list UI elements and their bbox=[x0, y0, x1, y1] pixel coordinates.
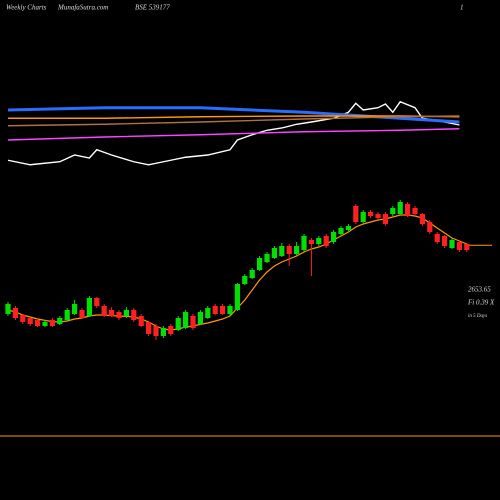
candle-body bbox=[345, 226, 351, 230]
candle-body bbox=[323, 236, 329, 246]
candle-body bbox=[279, 246, 285, 256]
candle-body bbox=[57, 318, 63, 324]
candle-body bbox=[190, 316, 196, 328]
candle-body bbox=[146, 322, 152, 334]
corner-label: 1 bbox=[460, 4, 464, 12]
candle-body bbox=[271, 248, 277, 258]
candle-body bbox=[464, 244, 470, 250]
candle-body bbox=[86, 298, 92, 316]
candle-body bbox=[264, 254, 270, 262]
candle-body bbox=[131, 310, 137, 320]
candle-body bbox=[205, 308, 211, 318]
candle-body bbox=[12, 308, 18, 318]
candle-body bbox=[160, 328, 166, 336]
candle-body bbox=[316, 238, 322, 244]
candle-body bbox=[101, 306, 107, 316]
candle-body bbox=[390, 208, 396, 214]
candle-body bbox=[242, 276, 248, 284]
candle-body bbox=[412, 208, 418, 214]
candle-body bbox=[449, 240, 455, 248]
candle-body bbox=[94, 298, 100, 306]
candle-body bbox=[419, 214, 425, 224]
candle-body bbox=[72, 304, 78, 314]
last-price-label: 2653.65 bbox=[468, 286, 491, 294]
candle-body bbox=[308, 240, 314, 244]
candle-body bbox=[212, 306, 218, 314]
candle-body bbox=[42, 322, 48, 326]
candle-body bbox=[405, 204, 411, 216]
candle-body bbox=[382, 214, 388, 224]
candle-body bbox=[183, 312, 189, 328]
candle-body bbox=[220, 306, 226, 314]
candle-body bbox=[79, 310, 85, 318]
indicator-line bbox=[7, 100, 460, 166]
candle-body bbox=[35, 320, 41, 326]
candle-body bbox=[331, 232, 337, 242]
candle-body bbox=[234, 284, 240, 310]
candle-body bbox=[353, 206, 359, 222]
candle-body bbox=[427, 222, 433, 232]
candle-body bbox=[249, 270, 255, 278]
candle-body bbox=[338, 228, 344, 234]
candle-body bbox=[64, 310, 70, 320]
note: Fi 0.39 X bbox=[467, 299, 495, 307]
candle-body bbox=[27, 318, 33, 324]
chart-label: Weekly Charts bbox=[6, 4, 47, 12]
indicator-line bbox=[7, 128, 460, 141]
candle-body bbox=[434, 234, 440, 242]
candle-body bbox=[5, 304, 11, 314]
candle-body bbox=[301, 236, 307, 250]
candle-body bbox=[286, 246, 292, 254]
candle-body bbox=[116, 312, 122, 318]
candle-body bbox=[168, 326, 174, 334]
candle-body bbox=[227, 306, 233, 314]
candle-body bbox=[153, 326, 159, 336]
candle-body bbox=[375, 214, 381, 218]
candle-body bbox=[368, 212, 374, 216]
candle-body bbox=[49, 320, 55, 326]
site-name: MunafaSutra.com bbox=[57, 4, 108, 12]
candle-body bbox=[442, 236, 448, 246]
candle-body bbox=[360, 212, 366, 222]
candle-body bbox=[456, 242, 462, 250]
note: in 5 Days bbox=[468, 314, 487, 319]
candle-body bbox=[138, 316, 144, 326]
candle-body bbox=[294, 246, 300, 254]
candle-body bbox=[109, 310, 115, 316]
indicator-line bbox=[7, 115, 460, 127]
candle-body bbox=[20, 315, 26, 322]
candle-body bbox=[197, 312, 203, 324]
candle-body bbox=[257, 258, 263, 270]
indicator-line bbox=[7, 106, 460, 124]
candle-body bbox=[397, 202, 403, 214]
symbol: BSE 539177 bbox=[135, 4, 170, 12]
candle-body bbox=[175, 318, 181, 330]
candle-body bbox=[123, 310, 129, 316]
